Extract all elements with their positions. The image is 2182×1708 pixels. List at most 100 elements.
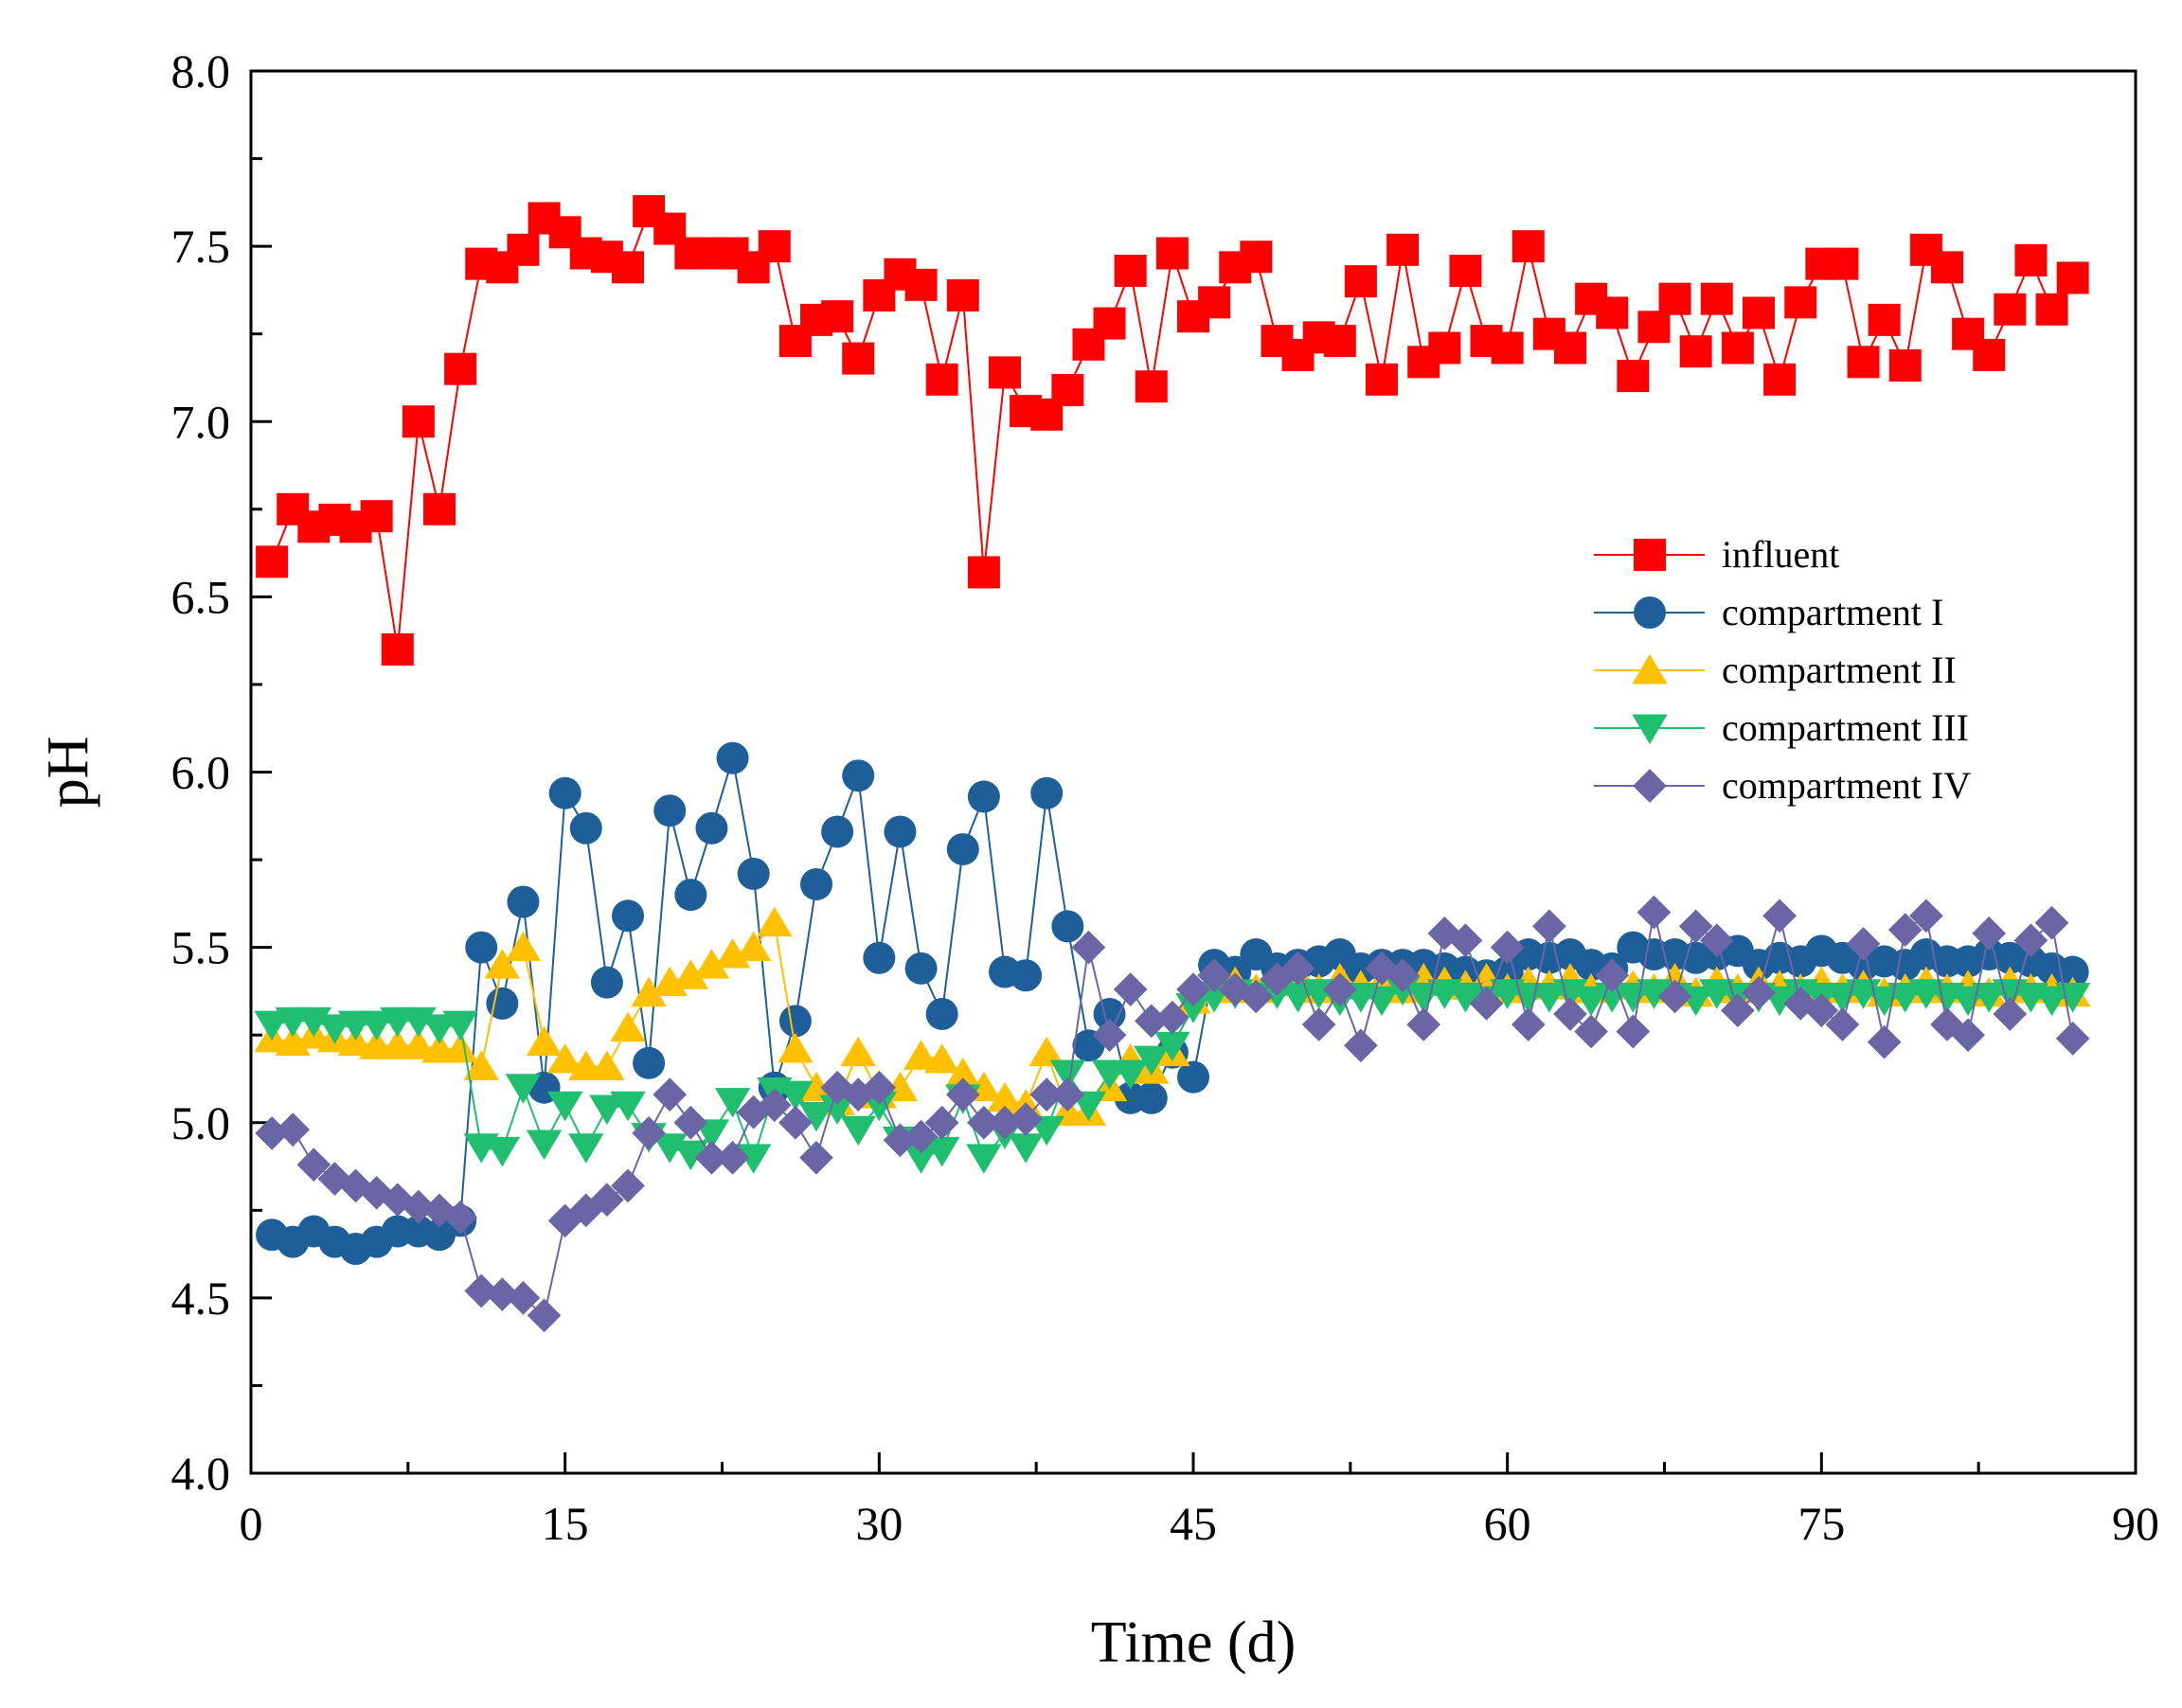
data-point [632,1116,666,1150]
data-point [883,1123,918,1158]
legend-marker [1632,654,1668,685]
x-tick-label: 60 [1484,1497,1531,1550]
data-point [505,931,542,962]
data-point [442,1010,478,1041]
data-point [1721,993,1755,1028]
data-point [716,741,749,774]
data-point [1679,335,1712,368]
data-point [443,1200,477,1235]
legend-marker [1632,714,1668,744]
data-point [1030,776,1064,810]
data-point [925,363,958,396]
data-point [1973,338,2006,371]
data-point [967,556,1000,589]
data-point [863,941,896,974]
data-point [798,1071,834,1102]
data-point [1909,898,1943,934]
series-compartment-iv [255,895,2090,1333]
data-point [1783,987,1818,1021]
data-point [715,1140,750,1175]
data-point [1931,251,1963,284]
data-point [1573,986,1609,1017]
legend-marker [1634,539,1666,571]
data-point [842,342,875,375]
data-point [1239,979,1274,1014]
data-point [506,1281,541,1315]
data-point [1322,972,1357,1006]
data-point [612,251,644,284]
data-point [507,233,540,266]
data-point [923,1043,960,1074]
data-point [1134,1045,1170,1076]
data-point [923,1136,960,1167]
data-point [422,1193,456,1228]
data-point [1825,1007,1860,1041]
data-point [589,1050,625,1080]
data-point [442,1032,478,1063]
y-tick-label: 7.0 [171,395,231,448]
series-influent [256,195,2089,666]
data-point [423,492,456,525]
data-point [672,1140,709,1171]
data-point [672,959,709,989]
data-point [1972,916,2007,951]
data-point [484,1136,521,1167]
data-point [401,1029,437,1059]
data-point [1743,296,1775,329]
data-point [694,1140,729,1175]
data-point [1574,1014,1608,1049]
data-point [1010,959,1043,992]
data-point [527,1298,562,1333]
data-point [925,997,958,1030]
data-point [1993,997,2028,1031]
data-point [568,1193,603,1228]
data-point [2056,261,2089,294]
data-point [904,268,938,301]
data-point [1049,1059,1086,1090]
data-point [611,1168,645,1203]
data-point [1616,1014,1651,1049]
data-point [1994,293,2027,326]
data-point [610,1011,646,1042]
data-point [987,1081,1023,1112]
data-point [945,1077,980,1112]
data-point [842,759,875,792]
data-point [799,1140,833,1175]
data-point [358,1010,395,1041]
data-point [1887,983,1923,1013]
data-point [674,879,707,912]
data-point [946,278,979,311]
x-tick-label: 75 [1797,1497,1845,1550]
data-point [1826,247,1859,280]
legend-marker [1634,596,1666,629]
data-point [862,1070,897,1105]
data-point [1637,311,1671,344]
y-axis-title: pH [36,737,100,809]
data-point [1469,987,1504,1021]
data-point [569,811,602,845]
data-point [296,1148,331,1183]
data-point [1344,1028,1378,1063]
data-point [1366,363,1398,396]
data-point [1050,1077,1085,1112]
data-point [1657,979,1692,1014]
data-point [1595,958,1630,993]
data-point [1762,898,1797,934]
data-point [546,1043,583,1074]
data-point [967,1105,1001,1140]
data-point [903,1119,939,1154]
data-point [1742,975,1776,1010]
data-point [967,780,1000,813]
data-point [1155,237,1189,270]
data-point [568,1133,604,1164]
x-axis-title: Time (d) [1091,1610,1296,1675]
y-tick-label: 4.5 [171,1272,231,1325]
y-tick-label: 5.5 [171,921,231,974]
data-point [1155,1000,1189,1035]
data-point [695,811,728,845]
data-point [484,949,521,979]
data-point [1405,983,1441,1013]
data-point [1532,909,1566,944]
data-point [381,632,414,666]
